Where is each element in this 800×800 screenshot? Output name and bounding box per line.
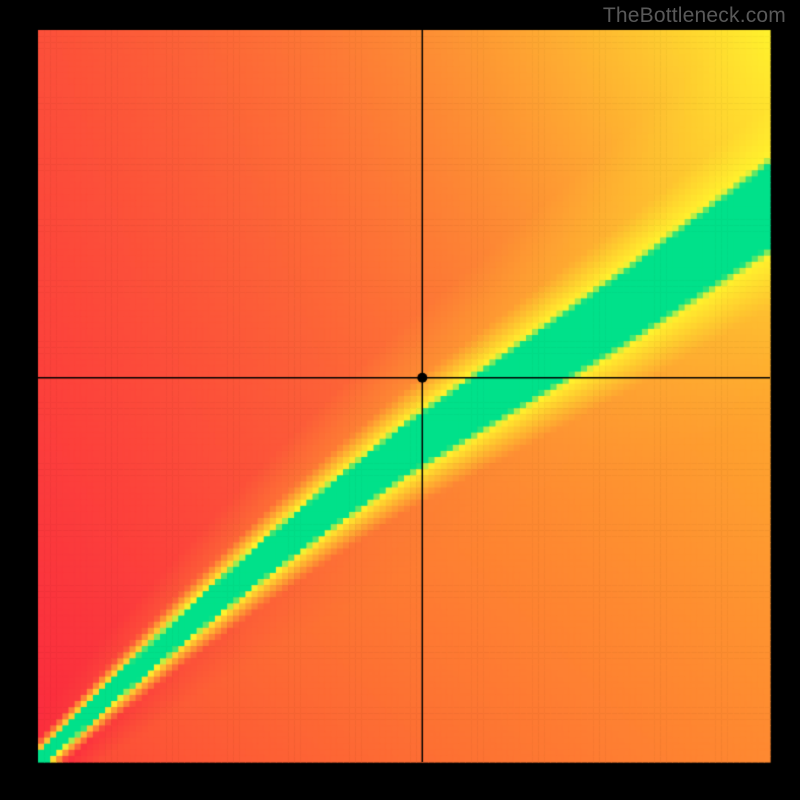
- chart-container: TheBottleneck.com: [0, 0, 800, 800]
- heatmap-canvas: [0, 0, 800, 800]
- watermark-text: TheBottleneck.com: [603, 4, 786, 28]
